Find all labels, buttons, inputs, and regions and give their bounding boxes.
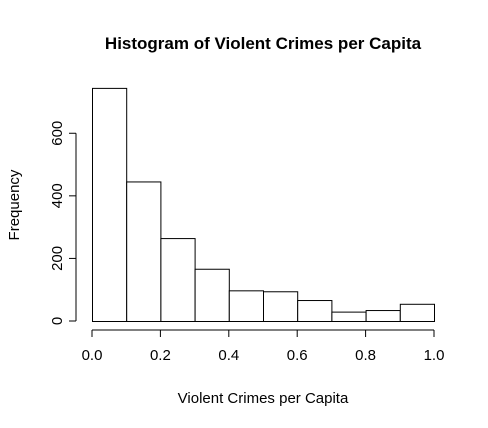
x-tick-label-0: 0.0 — [82, 347, 103, 364]
histogram-bar-9 — [399, 303, 435, 322]
histogram-bar-4 — [228, 290, 265, 322]
histogram-bar-3 — [194, 268, 230, 322]
x-tick-label-1: 0.2 — [150, 347, 171, 364]
x-tick-label-2: 0.4 — [218, 347, 239, 364]
y-tick-label-2: 400 — [49, 183, 66, 208]
y-tick-label-3: 600 — [49, 121, 66, 146]
histogram-bar-1 — [126, 181, 162, 322]
y-axis-label: Frequency — [6, 169, 23, 240]
y-axis: 0 200 400 600 — [49, 121, 77, 325]
histogram-bar-5 — [263, 291, 299, 323]
x-tick-label-3: 0.6 — [287, 347, 308, 364]
bars-group — [92, 87, 435, 323]
y-tick-label-0: 0 — [49, 317, 66, 325]
chart-title: Histogram of Violent Crimes per Capita — [105, 34, 422, 53]
histogram-bar-8 — [365, 310, 401, 322]
histogram-bar-0 — [92, 87, 128, 323]
x-tick-label-4: 0.8 — [355, 347, 376, 364]
x-axis-label: Violent Crimes per Capita — [178, 390, 349, 407]
y-tick-label-1: 200 — [49, 246, 66, 271]
x-tick-label-5: 1.0 — [424, 347, 445, 364]
histogram-bar-7 — [331, 311, 367, 323]
histogram-bar-2 — [160, 238, 196, 322]
x-axis: 0.0 0.2 0.4 0.6 0.8 1.0 — [82, 329, 445, 364]
histogram-bar-6 — [297, 300, 333, 323]
